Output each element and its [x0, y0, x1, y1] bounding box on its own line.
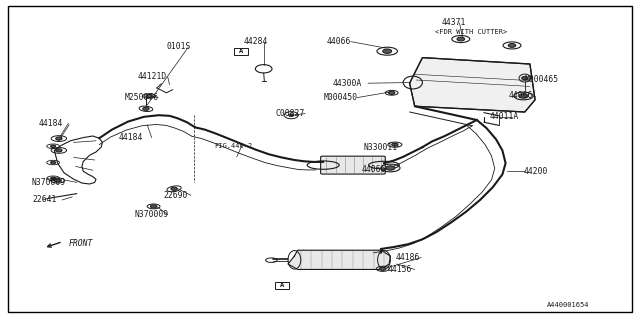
Circle shape [51, 145, 56, 148]
Text: M000465: M000465 [525, 76, 559, 84]
Circle shape [383, 49, 392, 53]
Text: 44156: 44156 [388, 265, 412, 274]
Text: 22690: 22690 [163, 191, 188, 200]
Circle shape [388, 91, 395, 94]
Text: C00827: C00827 [275, 109, 305, 118]
Text: 44184: 44184 [118, 133, 143, 142]
Text: 44121D: 44121D [138, 72, 167, 81]
Text: A: A [239, 48, 243, 54]
Circle shape [51, 161, 56, 164]
Text: 44066: 44066 [326, 37, 351, 46]
Text: FIG.440-2: FIG.440-2 [214, 143, 253, 148]
Text: 0101S: 0101S [166, 42, 191, 51]
Text: N330011: N330011 [364, 143, 397, 152]
Circle shape [143, 107, 149, 110]
Circle shape [508, 44, 516, 47]
Text: 44011A: 44011A [490, 112, 519, 121]
Text: 44186: 44186 [396, 253, 420, 262]
Text: 44066: 44066 [509, 92, 533, 100]
Circle shape [150, 205, 157, 208]
Text: N370009: N370009 [134, 210, 168, 219]
Text: M000450: M000450 [323, 93, 357, 102]
Text: 44200: 44200 [524, 167, 548, 176]
Circle shape [522, 76, 528, 80]
Text: N370009: N370009 [32, 178, 66, 187]
Circle shape [380, 267, 386, 270]
Text: A440001654: A440001654 [547, 302, 589, 308]
Polygon shape [410, 58, 535, 112]
Circle shape [457, 37, 465, 41]
Circle shape [146, 94, 152, 98]
Circle shape [51, 177, 56, 180]
Bar [275, 282, 289, 289]
Bar [234, 48, 248, 55]
Text: 44184: 44184 [38, 119, 63, 128]
Text: M250076: M250076 [125, 93, 159, 102]
Text: FRONT: FRONT [69, 239, 93, 248]
Circle shape [54, 179, 61, 182]
Circle shape [386, 166, 395, 170]
Text: A: A [280, 283, 284, 288]
Polygon shape [288, 250, 390, 269]
FancyBboxPatch shape [321, 156, 385, 174]
Circle shape [56, 149, 62, 152]
Circle shape [171, 187, 177, 190]
Text: 44300A: 44300A [333, 79, 362, 88]
Text: 22641: 22641 [32, 196, 56, 204]
Text: <FDR WITH CUTTER>: <FDR WITH CUTTER> [435, 29, 508, 35]
Text: 44371: 44371 [442, 18, 466, 27]
Text: 44284: 44284 [243, 37, 268, 46]
Circle shape [519, 94, 528, 98]
Circle shape [56, 137, 62, 140]
Text: 44066: 44066 [362, 165, 386, 174]
Circle shape [392, 143, 398, 146]
Circle shape [289, 114, 294, 116]
